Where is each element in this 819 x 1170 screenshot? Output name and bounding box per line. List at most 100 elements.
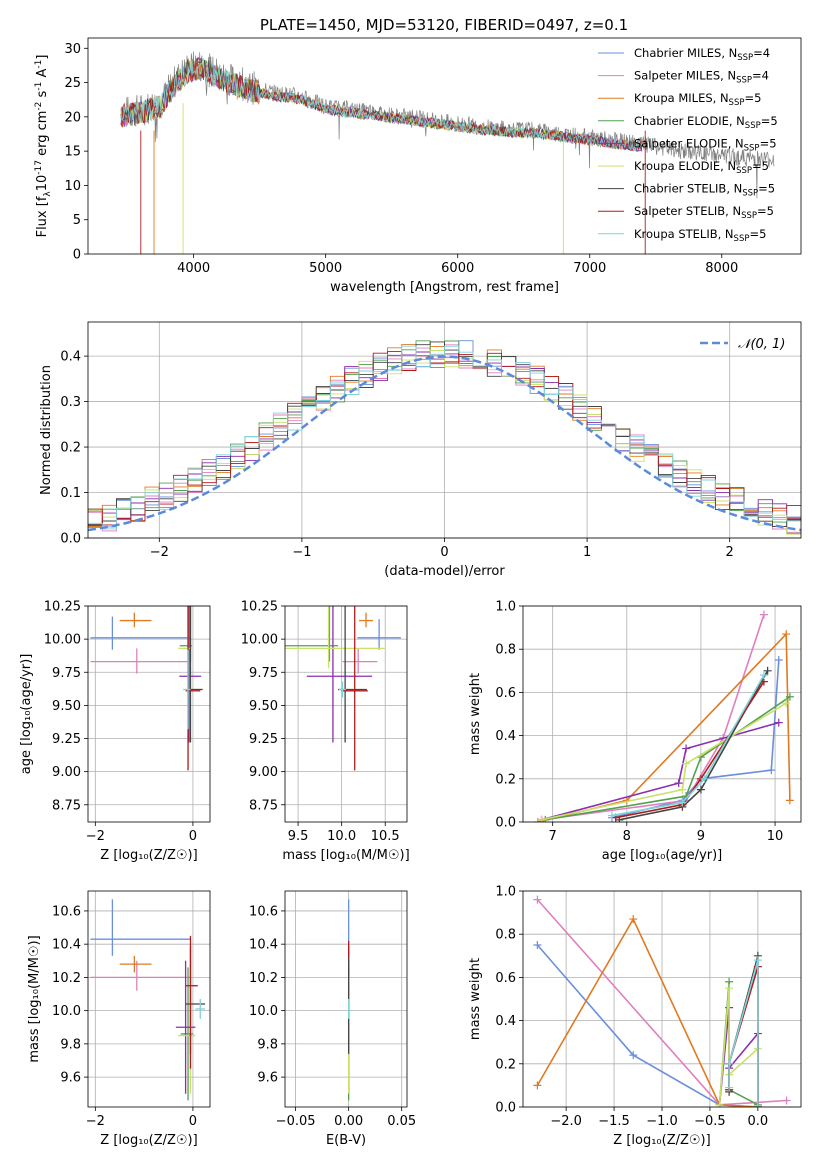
plot-area (120, 51, 775, 254)
x-axis-label: Z [log₁₀(Z/Z☉)] (100, 848, 197, 863)
x-tick-label: 7 (549, 829, 557, 844)
legend-label: 𝒩(0, 1) (738, 337, 785, 352)
mass-weight-line (536, 917, 758, 1107)
y-tick-label: 10.4 (52, 938, 81, 953)
model-spectrum (120, 60, 643, 152)
mass-weight-line (536, 944, 758, 1107)
mass-weight-line (541, 702, 787, 821)
mass-weight-marker (759, 671, 768, 680)
axes-frame (284, 605, 408, 823)
y-tick-label: 1.0 (495, 600, 516, 615)
x-tick-label: 0.00 (334, 1114, 363, 1129)
mass-vs-ebv-panel: −0.05 0.00 0.05 9.6 9.8 10.0 10.2 10.4 10.6 E(B-V… (249, 890, 416, 1148)
y-axis-label: Normed distribution (39, 365, 54, 495)
mass-weight-marker (629, 915, 638, 924)
y-tick-label: 10.4 (249, 938, 278, 953)
plot-area (533, 610, 794, 822)
legend-label: Salpeter STELIB, NSSP=5 (634, 204, 774, 221)
x-tick-label: −2.0 (550, 1114, 582, 1129)
mass-weight-marker (607, 811, 616, 820)
mass-weight-marker (700, 774, 709, 783)
legend-label: Chabrier ELODIE, NSSP=5 (634, 114, 778, 131)
y-tick-label: 8.75 (52, 798, 81, 813)
y-tick-label: 20 (64, 110, 81, 125)
x-axis-label: Z [log₁₀(Z/Z☉)] (100, 1133, 197, 1148)
y-tick-label: 9.00 (52, 765, 81, 780)
y-tick-label: 0.4 (495, 1014, 516, 1029)
y-tick-label: 10 (64, 179, 81, 194)
y-axis-label: mass [log₁₀(M/M☉)] (27, 935, 42, 1062)
plot-area (533, 895, 791, 1107)
legend-label: Kroupa STELIB, NSSP=5 (634, 227, 766, 244)
legend-label: Salpeter MILES, NSSP=4 (634, 69, 769, 86)
x-tick-label: 10.0 (327, 829, 356, 844)
y-tick-label: 10.0 (249, 1004, 278, 1019)
x-axis-label: E(B-V) (326, 1133, 366, 1148)
x-tick-label: 8000 (705, 261, 738, 276)
plot-area (285, 606, 401, 771)
axes-frame (87, 37, 802, 255)
y-tick-label: 0.8 (495, 928, 516, 943)
residual-histogram (88, 345, 801, 530)
residual-histogram (88, 351, 801, 526)
mass-weight-marker (674, 779, 683, 788)
mass-weight-marker (725, 1083, 734, 1092)
axes-frame (522, 890, 802, 1108)
y-tick-label: 10.25 (241, 600, 278, 615)
residual-histogram (88, 350, 801, 535)
age-vs-mass-panel: 9.5 10.0 10.5 8.75 9.00 9.25 9.50 9.75 10.00 10.2… (241, 600, 410, 864)
y-tick-label: 0.3 (60, 395, 81, 410)
x-tick-label: −2 (86, 829, 105, 844)
x-tick-label: −1 (292, 545, 311, 560)
mass-weight-line (615, 681, 765, 819)
y-tick-label: 10.00 (241, 633, 278, 648)
x-tick-label: 0.0 (748, 1114, 769, 1129)
age-vs-Z-panel: −2 0 8.75 9.00 9.25 9.50 9.75 10.00 10.25 Z [log₁… (19, 600, 211, 863)
mass-weight-marker (715, 1100, 724, 1107)
x-tick-label: −1.5 (598, 1114, 630, 1129)
x-tick-label: 9 (697, 829, 705, 844)
axes-frame (284, 890, 408, 1108)
y-tick-label: 15 (64, 145, 81, 160)
mass-weight-marker (767, 766, 776, 775)
x-tick-label: −2 (150, 545, 169, 560)
y-tick-label: 10.2 (249, 971, 278, 986)
x-tick-label: 1 (583, 545, 591, 560)
y-tick-label: 9.50 (52, 699, 81, 714)
y-tick-label: 0.2 (60, 441, 81, 456)
x-tick-label: 7000 (573, 261, 606, 276)
mass-weight-marker (774, 718, 783, 727)
spectrum-panel: 4000 5000 6000 7000 8000 0 5 10 15 20 25 30 waveleng… (34, 37, 802, 295)
x-tick-label: 0 (189, 829, 197, 844)
model-spectrum (120, 57, 643, 151)
mass-weight-marker (782, 699, 791, 708)
residuals-panel: −2 −1 0 1 2 0.0 0.1 0.2 0.3 0.4 (data-model)/error… (39, 321, 802, 579)
normal-curve (88, 355, 801, 532)
mass-weight-marker (678, 798, 687, 807)
figure-title: PLATE=1450, MJD=53120, FIBERID=0497, z=0… (260, 16, 628, 34)
x-tick-label: −2 (86, 1114, 105, 1129)
mass-weight-marker (774, 656, 783, 664)
mass-weight-marker (785, 692, 794, 701)
mass-vs-Z-panel: −2 0 9.6 9.8 10.0 10.2 10.4 10.6 Z [log₁₀(Z/Z☉)]… (27, 890, 211, 1148)
y-tick-label: 10.2 (52, 971, 81, 986)
legend-label: Kroupa ELODIE, NSSP=5 (634, 159, 769, 176)
mass-weight-marker (785, 796, 794, 805)
mass-weight-marker (753, 956, 762, 965)
y-tick-label: 0.6 (495, 686, 516, 701)
mass-weight-line (728, 966, 759, 1107)
x-tick-label: 10.5 (371, 829, 400, 844)
y-tick-label: 10.6 (249, 904, 278, 919)
y-tick-label: 9.8 (60, 1037, 81, 1052)
plot-area (90, 606, 203, 771)
x-tick-label: 9.5 (288, 829, 309, 844)
legend-label: Kroupa MILES, NSSP=5 (634, 91, 761, 108)
mass-weight-marker (782, 630, 791, 639)
x-tick-label: 10 (767, 829, 784, 844)
legend-label: Chabrier MILES, NSSP=4 (634, 46, 770, 63)
y-tick-label: 30 (64, 42, 81, 57)
x-tick-label: 4000 (177, 261, 210, 276)
mass-weight-marker (629, 1051, 638, 1060)
x-tick-label: −0.05 (276, 1114, 316, 1129)
y-tick-label: 0.1 (60, 486, 81, 501)
